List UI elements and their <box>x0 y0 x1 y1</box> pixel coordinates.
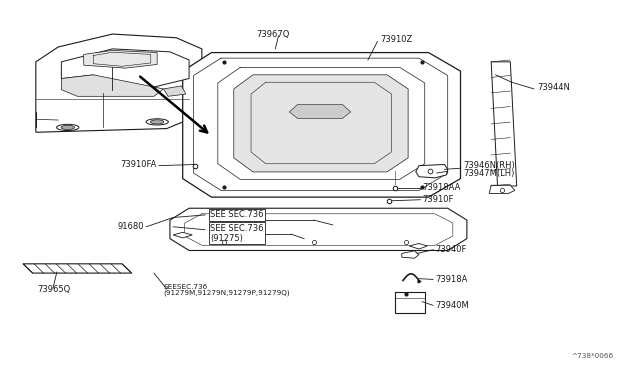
Polygon shape <box>61 75 104 87</box>
Text: 91680: 91680 <box>117 222 144 231</box>
Text: SEE SEC.736
(91275): SEE SEC.736 (91275) <box>210 224 264 243</box>
Ellipse shape <box>150 120 164 124</box>
Text: 73910FA: 73910FA <box>120 160 157 169</box>
Text: SEESEC.736: SEESEC.736 <box>164 284 208 290</box>
Polygon shape <box>23 264 132 273</box>
Polygon shape <box>173 232 192 238</box>
Polygon shape <box>402 251 419 258</box>
Polygon shape <box>410 243 428 249</box>
Ellipse shape <box>146 119 168 125</box>
Text: ^738*0066: ^738*0066 <box>572 353 614 359</box>
Polygon shape <box>416 164 448 178</box>
Text: 73940M: 73940M <box>435 301 468 310</box>
Polygon shape <box>61 49 189 90</box>
Polygon shape <box>396 292 426 313</box>
Text: SEE SEC.736: SEE SEC.736 <box>210 211 264 219</box>
Polygon shape <box>491 62 516 186</box>
Text: 73947M(LH): 73947M(LH) <box>464 169 515 177</box>
Text: 73946N(RH): 73946N(RH) <box>464 161 515 170</box>
Text: 73965Q: 73965Q <box>38 285 71 294</box>
Polygon shape <box>182 52 461 197</box>
Text: 73918A: 73918A <box>435 275 467 284</box>
Polygon shape <box>170 208 467 250</box>
Text: 73944N: 73944N <box>537 83 570 92</box>
Polygon shape <box>164 86 186 96</box>
Text: 73918AA: 73918AA <box>422 183 461 192</box>
Polygon shape <box>61 75 164 96</box>
Text: 73940F: 73940F <box>435 244 467 253</box>
Text: 73967Q: 73967Q <box>256 29 289 39</box>
Text: (91279M,91279N,91279P,91279Q): (91279M,91279N,91279P,91279Q) <box>164 289 290 296</box>
Text: 73910Z: 73910Z <box>381 35 413 44</box>
Ellipse shape <box>61 125 74 129</box>
Polygon shape <box>489 185 515 193</box>
Text: 73910F: 73910F <box>422 195 454 204</box>
Polygon shape <box>36 34 202 132</box>
Ellipse shape <box>56 124 79 131</box>
Polygon shape <box>84 50 157 68</box>
Polygon shape <box>234 75 408 172</box>
Polygon shape <box>289 105 351 119</box>
